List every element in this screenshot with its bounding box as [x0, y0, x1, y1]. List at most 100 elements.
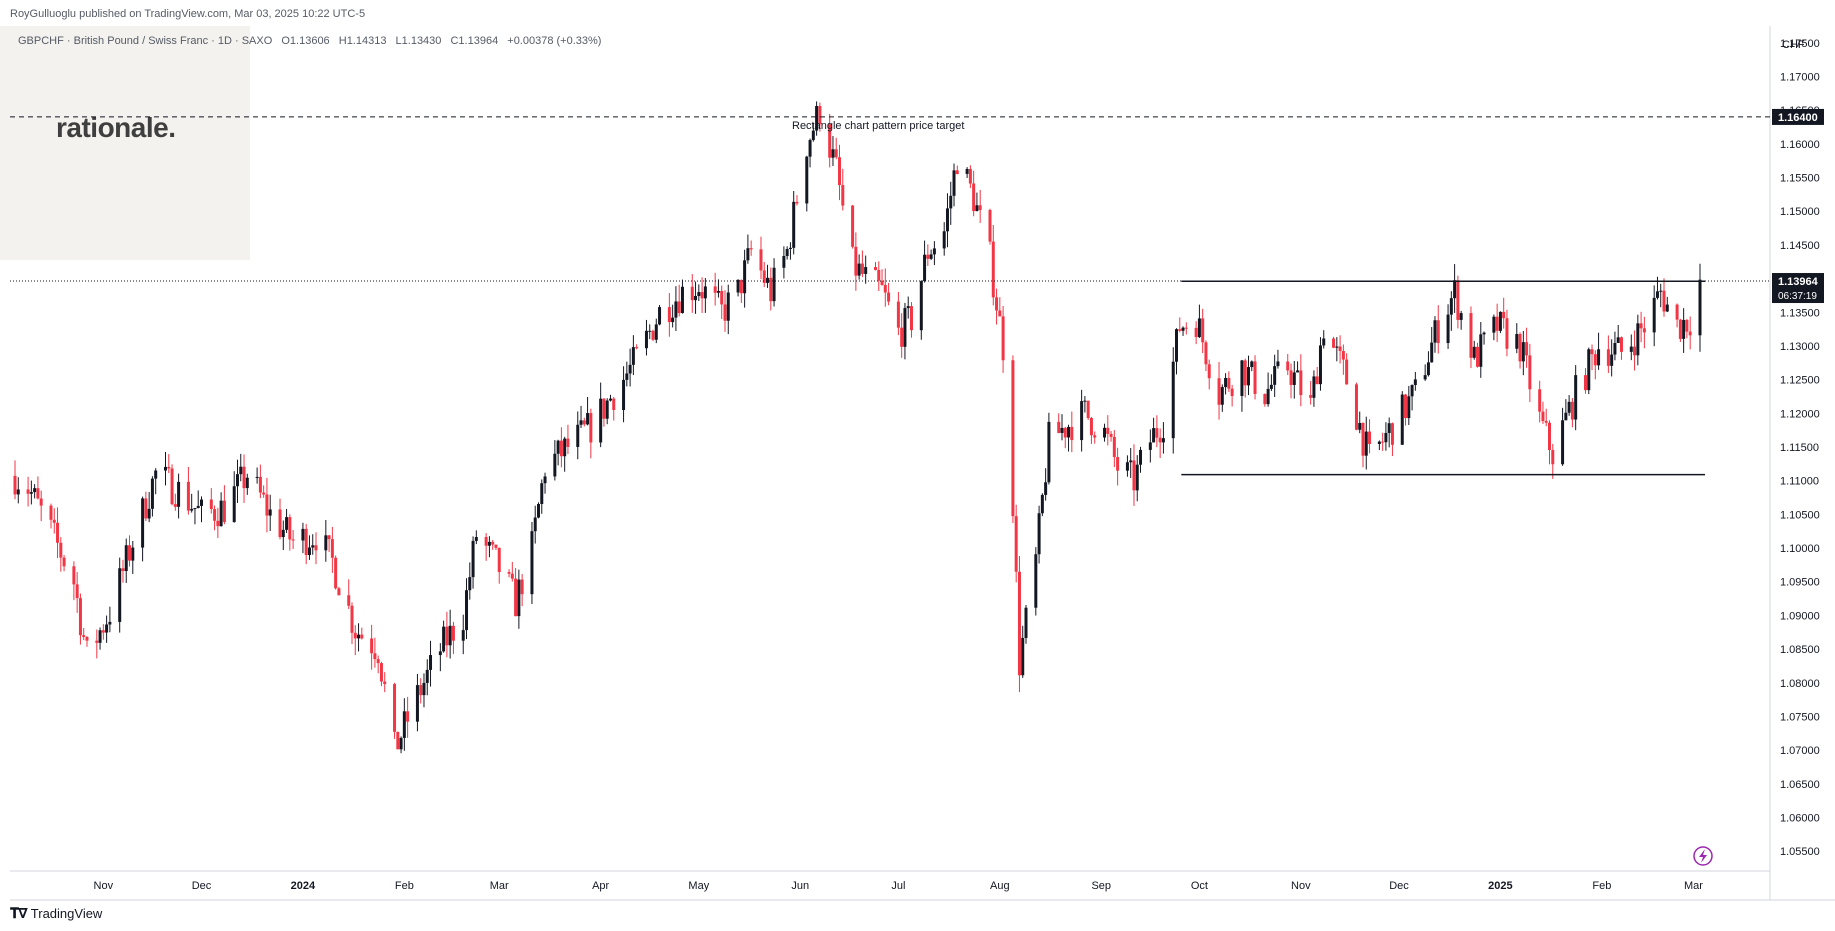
candle-body [1633, 346, 1637, 356]
candle-body [1587, 349, 1591, 391]
candle-body [726, 292, 730, 321]
ohlc-legend[interactable]: GBPCHF · British Pound / Swiss Franc · 1… [18, 35, 607, 47]
lightning-icon[interactable] [1693, 846, 1713, 866]
candle-body [1469, 313, 1473, 358]
candle-body [955, 170, 959, 174]
candle-body [1106, 427, 1110, 434]
high-value: H1.14313 [338, 35, 387, 47]
candle-body [579, 420, 583, 425]
candle-body [1266, 388, 1270, 405]
candle-body [1449, 298, 1453, 315]
candle-body [419, 685, 423, 696]
x-tick-label: Dec [1389, 880, 1409, 892]
symbol-description[interactable]: GBPCHF · British Pound / Swiss Franc · 1… [18, 35, 273, 47]
candle-body [164, 466, 168, 471]
candle-body [1181, 327, 1185, 331]
candle-body [1001, 316, 1005, 361]
candle-body [873, 267, 877, 270]
y-tick-label: 1.15000 [1780, 206, 1820, 218]
candle-body [1446, 314, 1450, 344]
candle-body [880, 280, 884, 285]
y-tick-label: 1.08000 [1780, 678, 1820, 690]
candle-body [903, 308, 907, 347]
candle-body [1413, 379, 1417, 385]
candle-body [932, 248, 936, 255]
candle-body [949, 195, 953, 209]
candle-body [507, 572, 511, 574]
candle-body [1377, 441, 1381, 444]
candle-body [494, 544, 498, 548]
candle-body [1230, 388, 1234, 396]
candle-body [654, 324, 658, 340]
candle-body [900, 327, 904, 347]
candle-body [1436, 320, 1440, 344]
tradingview-footer[interactable]: 𝐓∇ TradingView [10, 905, 102, 922]
x-tick-label: Apr [592, 880, 609, 892]
candle-body [766, 277, 770, 283]
candle-body [690, 286, 694, 301]
candle-body [75, 584, 79, 599]
candle-body [589, 413, 593, 443]
x-tick-label: Oct [1191, 880, 1208, 892]
candle-body [141, 498, 145, 548]
candle-body [1688, 331, 1692, 336]
candle-body [1482, 332, 1486, 335]
y-tick-label: 1.16000 [1780, 139, 1820, 151]
candle-body [1335, 346, 1339, 348]
candle-body [268, 509, 272, 516]
candle-body [1060, 427, 1064, 433]
currency-label: CHF [1782, 39, 1805, 51]
candle-body [1410, 384, 1414, 397]
candle-body [1525, 342, 1529, 356]
candle-body [13, 475, 17, 495]
candle-body [232, 486, 236, 523]
candle-body [788, 247, 792, 250]
candle-body [1675, 304, 1679, 320]
candle-body [357, 634, 361, 639]
candle-body [923, 254, 927, 282]
candle-body [811, 130, 815, 141]
candle-body [474, 537, 478, 541]
candle-body [514, 578, 518, 617]
candle-body [785, 249, 789, 257]
candle-body [1426, 362, 1430, 376]
candle-body [945, 208, 949, 232]
candle-body [782, 256, 786, 268]
candle-body [1292, 372, 1296, 385]
candle-body [520, 579, 524, 595]
candle-body [49, 505, 53, 520]
y-tick-label: 1.13500 [1780, 307, 1820, 319]
candle-body [1590, 349, 1594, 355]
candle-body [95, 640, 99, 643]
x-tick-label: Mar [1684, 880, 1703, 892]
candle-body [566, 438, 570, 447]
candle-body [1338, 346, 1342, 352]
x-tick-label: Jun [791, 880, 809, 892]
candle-body [235, 474, 239, 487]
price-target-annotation: Rectangle chart pattern price target [792, 120, 964, 132]
candle-body [451, 625, 455, 641]
candle-body [196, 505, 200, 509]
lightning-icon-ring [1693, 846, 1713, 866]
candle-body [576, 424, 580, 447]
candle-body [808, 140, 812, 157]
candle-body [841, 185, 845, 206]
candle-body [834, 149, 838, 158]
candle-body [82, 635, 86, 637]
candle-body [1289, 370, 1293, 385]
candle-body [680, 286, 684, 314]
candle-body [330, 539, 334, 558]
candle-body [347, 595, 351, 606]
candle-body [281, 529, 285, 538]
candle-body [1227, 377, 1231, 389]
candle-body [72, 566, 76, 585]
candle-body [599, 398, 603, 443]
candle-body [1453, 280, 1457, 299]
x-tick-label: Mar [490, 880, 509, 892]
candle-body [1613, 342, 1617, 355]
y-tick-label: 1.05500 [1780, 846, 1820, 858]
x-tick-label: Nov [1291, 880, 1311, 892]
candle-body [1044, 482, 1048, 495]
candle-body [1057, 421, 1061, 433]
